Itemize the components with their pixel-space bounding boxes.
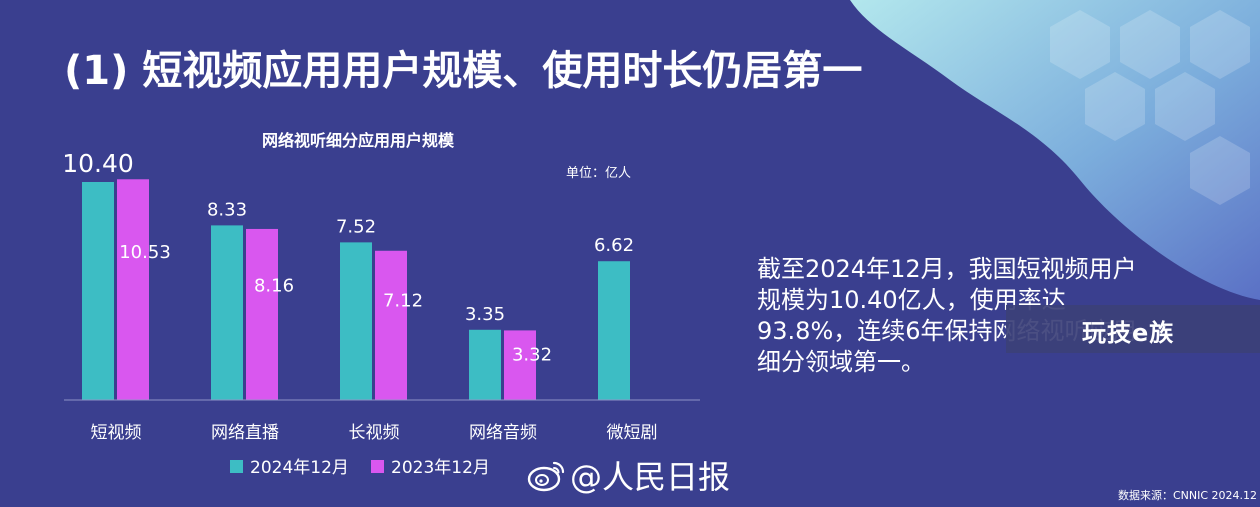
legend-label-1: 2023年12月 [391, 458, 490, 478]
data-source: 数据来源：CNNIC 2024.12 [1118, 489, 1258, 502]
bar-1-3 [504, 330, 536, 400]
x-tick-label-2: 长视频 [349, 423, 400, 443]
x-tick-label-4: 微短剧 [607, 423, 658, 443]
bar-1-2 [375, 250, 407, 400]
x-tick-label-1: 网络直播 [211, 423, 279, 443]
weibo-handle: @人民日报 [570, 458, 731, 496]
x-tick-label-3: 网络音频 [469, 423, 537, 443]
data-label-1-3: 3.32 [512, 345, 552, 366]
bar-0-4 [598, 261, 630, 400]
data-label-0-2: 7.52 [336, 216, 376, 237]
data-label-1-1: 8.16 [254, 276, 294, 297]
corner-wave-shape [850, 0, 1260, 300]
bar-0-1 [211, 225, 243, 400]
data-label-1-0: 10.53 [119, 242, 171, 263]
watermark-overlay [1006, 305, 1260, 353]
x-tick-label-0: 短视频 [91, 423, 142, 443]
weibo-icon [527, 461, 565, 492]
data-label-0-4: 6.62 [594, 235, 634, 256]
legend-swatch-1 [371, 460, 384, 473]
legend-swatch-0 [230, 460, 243, 473]
bar-0-2 [340, 242, 372, 400]
data-label-1-2: 7.12 [383, 291, 423, 312]
chart-title: 网络视听细分应用用户规模 [262, 131, 455, 150]
data-label-0-3: 3.35 [465, 304, 505, 325]
bar-0-0 [82, 182, 114, 400]
hexagon-pattern [1050, 10, 1250, 205]
bar-1-1 [246, 228, 278, 400]
bar-1-0 [117, 179, 149, 400]
data-label-0-0: 10.40 [62, 149, 134, 178]
data-label-0-1: 8.33 [207, 199, 247, 220]
chart-unit-label: 单位：亿人 [566, 166, 631, 181]
bar-0-3 [469, 329, 501, 400]
page-title: (1) 短视频应用用户规模、使用时长仍居第一 [64, 48, 863, 94]
weibo-watermark: @人民日报 [526, 455, 731, 496]
watermark-text: 玩技e族 [1082, 319, 1175, 347]
legend-label-0: 2024年12月 [250, 458, 349, 478]
